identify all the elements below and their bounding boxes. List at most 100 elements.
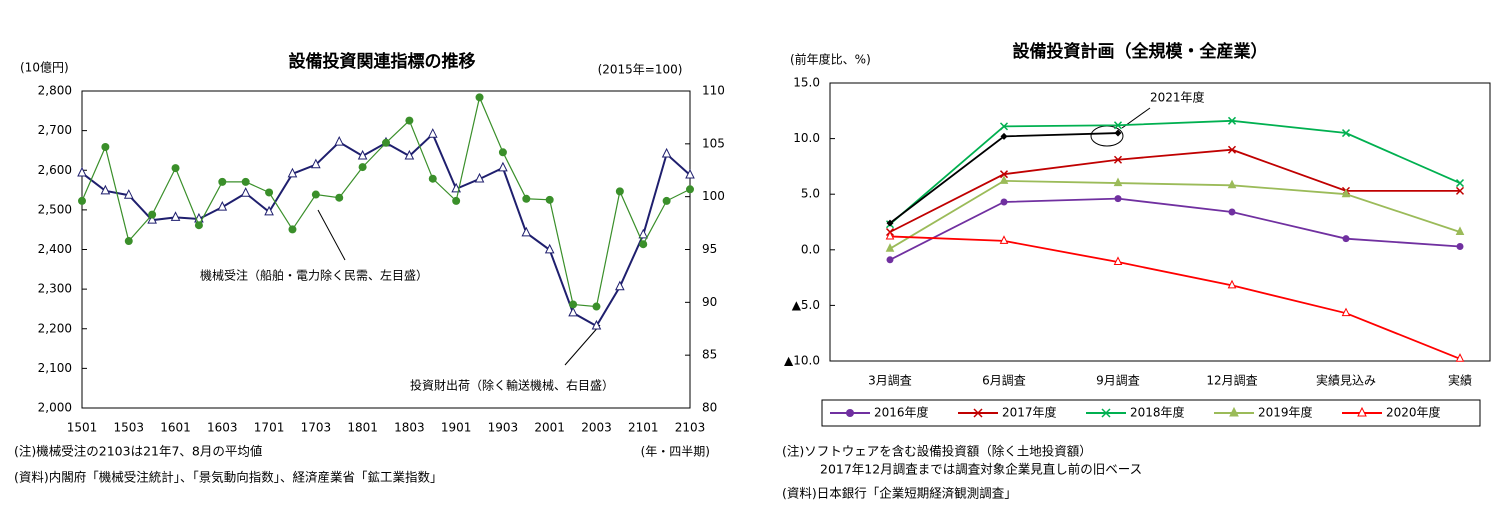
marker [123,189,134,199]
marker [1113,177,1123,187]
marker [685,168,695,179]
marker [1114,129,1122,137]
marker [1113,256,1123,266]
marker [171,164,180,173]
marker [1341,307,1351,317]
x-tick-label: 12月調査 [1206,374,1257,388]
marker [1455,353,1465,362]
marker [427,128,438,138]
y2-tick-label: 95 [702,242,717,256]
marker [474,172,485,183]
x-tick-label: 3月調査 [868,374,912,388]
marker [662,196,671,205]
series-line [889,179,1461,250]
marker [1000,198,1008,206]
marker [382,138,390,147]
y-tick-label: 2,600 [38,163,72,177]
marker [973,408,983,418]
legend-box [821,399,1481,427]
marker [545,195,554,204]
marker [1000,132,1008,140]
marker [147,214,157,224]
x-tick-label: 1503 [113,421,144,435]
marker [638,228,649,239]
marker [78,196,86,205]
legend-label: 2018年度 [1130,405,1185,420]
y-tick-label: ▲10.0 [784,354,820,368]
x-tick-label: 実績見込み [1316,373,1376,388]
x-tick-label: 1801 [347,421,378,435]
note: (注)ソフトウェアを含む設備投資額（除く土地投資額） [782,444,1092,459]
y-tick-label: 2,500 [38,202,72,216]
marker [358,163,367,172]
marker [846,409,854,417]
y-tick-label: 2,000 [38,401,72,415]
y-tick-label: 2,200 [38,321,72,335]
note: (注)機械受注の2103は21年7、8月の平均値 [14,444,262,459]
marker [1456,242,1464,250]
marker [886,219,894,227]
marker [1341,188,1351,198]
marker [287,167,298,178]
marker [1229,406,1239,417]
marker [1341,129,1351,138]
x-tick-label: 1603 [207,421,238,435]
y-tick-label: ▲5.0 [792,298,820,312]
marker [686,185,694,194]
note: (資料)日本銀行「企業短期経済観測調査」 [782,486,1017,501]
marker [1227,145,1237,154]
series-line [889,235,1461,360]
y2-tick-label: 105 [702,136,725,150]
marker [569,300,578,309]
marker [885,230,895,240]
legend-label: 2016年度 [874,405,929,420]
marker [148,210,157,219]
marker [475,93,484,102]
arrow [564,324,601,366]
marker [1113,121,1123,130]
y-unit: (前年度比、%) [790,52,871,67]
marker [311,190,320,199]
marker [1357,406,1367,417]
marker [661,147,672,158]
marker [592,302,601,311]
marker [194,221,203,230]
marker [1455,179,1465,188]
marker [241,177,250,186]
x-tick-label: 1803 [394,421,425,435]
marker [288,225,297,234]
y-tick-label: 2,700 [38,123,72,137]
y-unit: (10億円) [20,61,69,75]
marker [615,187,624,196]
series-line [889,148,1460,233]
y2-tick-label: 90 [702,295,717,309]
marker [1227,279,1237,289]
marker [568,306,578,317]
y2-tick-label: 85 [702,348,717,362]
marker [885,243,895,252]
marker [77,166,87,177]
x-tick-label: 1501 [67,421,98,435]
marker [311,158,321,169]
marker [1114,195,1122,203]
y-tick-label: 15.0 [793,76,820,90]
marker [264,205,274,216]
marker [404,149,415,160]
marker [428,174,437,183]
note: (資料)内閣府「機械受注統計」、「景気動向指数」、経済産業省「鉱工業指数」 [14,470,443,485]
x-unit: (年・四半期) [641,445,710,459]
marker [452,196,461,205]
x-tick-label: 1901 [441,421,472,435]
marker [522,194,531,203]
marker [335,193,344,202]
y2-tick-label: 80 [702,401,717,415]
x-tick-label: 2103 [675,421,706,435]
marker [100,184,111,195]
y2-unit: (2015年=100) [598,63,683,77]
x-tick-label: 実績 [1448,373,1472,388]
marker [124,237,133,246]
series-line [889,119,1461,225]
marker [1455,186,1465,195]
x-tick-label: 1703 [301,421,332,435]
